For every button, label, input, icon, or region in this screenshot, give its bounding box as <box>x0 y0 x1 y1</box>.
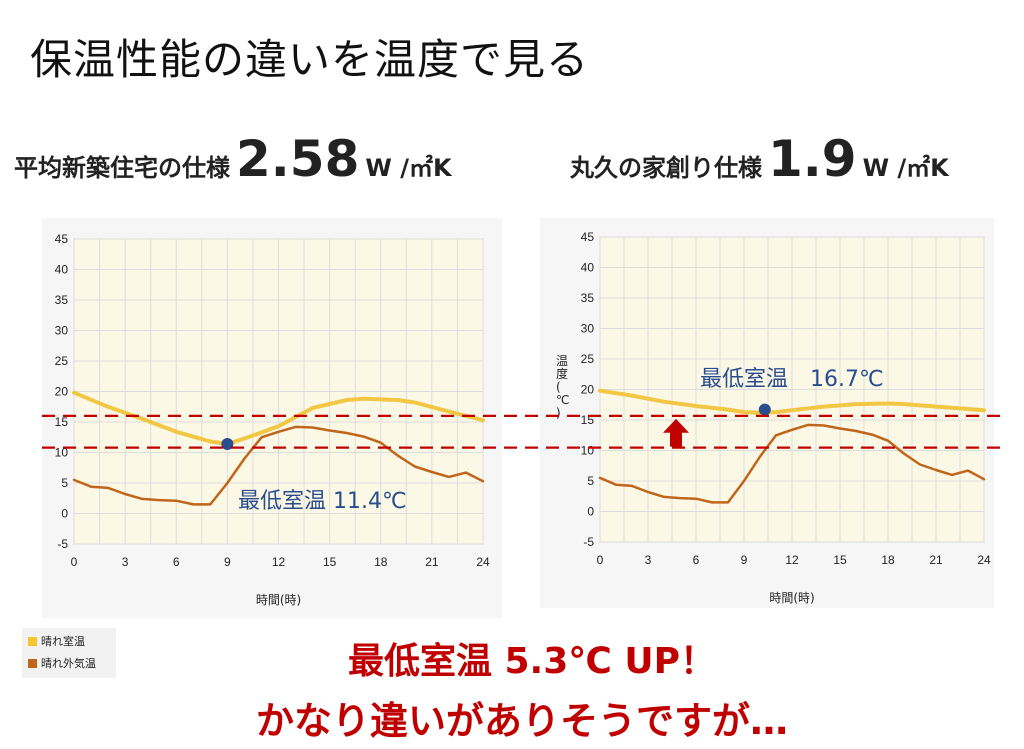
x-tick-label: 15 <box>323 555 337 569</box>
x-tick-label: 3 <box>645 553 652 567</box>
min-temp-marker <box>221 437 234 450</box>
x-tick-label: 18 <box>881 553 895 567</box>
y-axis-title: 温度(℃) <box>556 354 569 420</box>
x-tick-label: 21 <box>425 555 439 569</box>
y-tick-label: 20 <box>55 385 69 399</box>
y-tick-label: 45 <box>55 232 69 246</box>
y-tick-label: 5 <box>587 474 594 488</box>
min-temp-annotation: 最低室温 11.4℃ <box>238 489 407 514</box>
legend-swatch-outdoor <box>28 658 37 668</box>
y-tick-label: -5 <box>583 535 594 549</box>
y-tick-label: 10 <box>581 444 595 458</box>
series-line-indoor <box>72 390 485 446</box>
y-tick-label: 35 <box>581 291 595 305</box>
x-tick-label: 24 <box>476 555 490 569</box>
legend-label-indoor: 晴れ室温 <box>41 635 85 648</box>
x-tick-label: 0 <box>597 553 604 567</box>
right-spec-unit: W /㎡K <box>862 154 949 182</box>
conclusion-line-1: 最低室温 5.3℃ UP！ <box>347 641 717 682</box>
y-tick-label: 30 <box>581 322 595 336</box>
y-tick-label: 0 <box>587 505 594 519</box>
y-tick-label: 40 <box>55 263 69 277</box>
left-spec-value: 2.58 <box>236 130 360 188</box>
x-tick-label: 18 <box>374 555 388 569</box>
legend-label-outdoor: 晴れ外気温 <box>41 657 96 670</box>
x-tick-label: 6 <box>693 553 700 567</box>
left-spec-unit: W /㎡K <box>365 154 452 182</box>
legend-item-indoor: 晴れ室温 <box>28 632 116 650</box>
y-tick-label: 30 <box>55 324 69 338</box>
x-tick-label: 0 <box>71 555 78 569</box>
left-spec-heading: 平均新築住宅の仕様 2.58 W /㎡K <box>14 130 452 188</box>
y-tick-label: 15 <box>55 415 69 429</box>
legend-item-outdoor: 晴れ外気温 <box>28 654 116 672</box>
series-line-outdoor <box>72 425 485 506</box>
x-tick-label: 15 <box>833 553 847 567</box>
y-tick-label: 5 <box>61 476 68 490</box>
x-axis-title: 時間(時) <box>769 591 814 605</box>
legend-swatch-indoor <box>28 636 37 646</box>
x-tick-label: 6 <box>173 555 180 569</box>
y-tick-label: 10 <box>55 446 69 460</box>
x-tick-label: 9 <box>741 553 748 567</box>
right-spec-name: 丸久の家創り仕様 <box>570 154 762 182</box>
right-spec-heading: 丸久の家創り仕様 1.9 W /㎡K <box>570 130 949 188</box>
left-spec-name: 平均新築住宅の仕様 <box>14 154 230 182</box>
y-tick-label: 20 <box>581 383 595 397</box>
x-tick-label: 9 <box>224 555 231 569</box>
chart-legend: 晴れ室温 晴れ外気温 <box>22 628 116 678</box>
x-tick-label: 12 <box>272 555 286 569</box>
y-tick-label: 25 <box>581 352 595 366</box>
min-temp-marker <box>758 403 771 416</box>
x-axis-title: 時間(時) <box>256 593 301 607</box>
x-tick-label: 3 <box>122 555 129 569</box>
y-tick-label: 35 <box>55 293 69 307</box>
y-tick-label: 0 <box>61 507 68 521</box>
conclusion-line-2: かなり違いがありそうですが… <box>255 699 788 743</box>
right-spec-value: 1.9 <box>768 130 857 188</box>
up-arrow-icon <box>663 418 689 447</box>
y-tick-label: 25 <box>55 354 69 368</box>
min-temp-annotation: 最低室温 16.7℃ <box>700 367 884 392</box>
x-tick-label: 24 <box>977 553 991 567</box>
y-tick-label: 40 <box>581 261 595 275</box>
y-tick-label: -5 <box>57 537 68 551</box>
series-line-indoor <box>598 388 986 415</box>
series-line-outdoor <box>598 423 986 504</box>
x-tick-label: 12 <box>785 553 799 567</box>
page-title: 保温性能の違いを温度で見る <box>30 35 590 84</box>
x-tick-label: 21 <box>929 553 943 567</box>
y-tick-label: 45 <box>581 230 595 244</box>
